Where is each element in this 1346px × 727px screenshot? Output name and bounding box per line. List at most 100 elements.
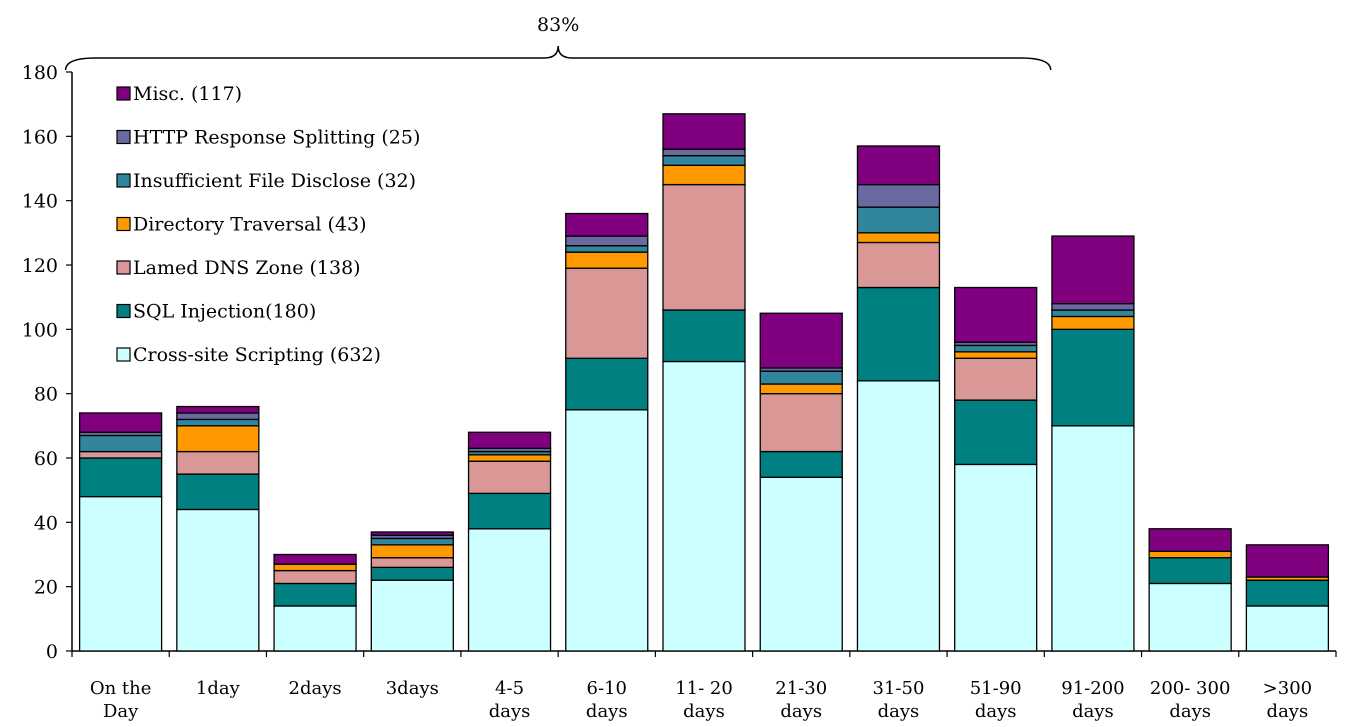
annotation-brace: [64, 45, 1052, 71]
x-tick-label: 4-5 days: [489, 678, 531, 722]
bar-segment: [78, 434, 163, 453]
bar-segment: [370, 557, 454, 569]
bar-segment: [662, 360, 746, 652]
bar-segment: [565, 212, 649, 237]
bar-segment: [467, 454, 552, 462]
bar-segment: [1051, 425, 1135, 652]
bar-segment: [467, 431, 552, 449]
bar-segment: [1148, 557, 1232, 585]
bar-segment: [856, 241, 941, 289]
bar-segment: [565, 409, 649, 652]
x-tick-label: 91-200 days: [1061, 678, 1124, 722]
legend-item: SQL Injection(180): [116, 301, 316, 323]
x-tick-label: 200- 300 days: [1150, 678, 1231, 722]
bar-segment: [370, 531, 454, 536]
bar-segment: [1051, 309, 1135, 318]
bar-segment: [759, 476, 843, 652]
bar-segment: [1245, 579, 1330, 607]
x-tick-label: 3days: [386, 678, 439, 699]
bar-segment: [954, 344, 1038, 353]
bar-segment: [176, 418, 260, 427]
y-tick-label: 120: [22, 255, 58, 277]
bar-segment: [1245, 605, 1330, 652]
annotation-label: 83%: [537, 14, 579, 36]
bar-segment: [176, 405, 260, 414]
x-tick-label: 31-50 days: [873, 678, 925, 722]
legend-label: SQL Injection(180): [133, 301, 316, 323]
legend-label: Lamed DNS Zone (138): [133, 257, 361, 279]
bar-segment: [662, 148, 746, 157]
legend-swatch: [116, 347, 131, 362]
legend-label: HTTP Response Splitting (25): [133, 127, 420, 149]
bar-segment: [856, 145, 941, 186]
bar-segment: [662, 183, 746, 311]
bar-segment: [78, 457, 163, 498]
legend-swatch: [116, 303, 131, 319]
legend-item: HTTP Response Splitting (25): [116, 127, 420, 149]
bar-segment: [954, 351, 1038, 359]
bar-segment: [1148, 582, 1232, 652]
bar-segment: [954, 463, 1038, 652]
bar-segment: [370, 566, 454, 581]
bar-segment: [176, 450, 260, 475]
x-tick-label: 6-10 days: [586, 678, 628, 722]
annotation: 83%: [64, 14, 1052, 71]
bar-segment: [565, 251, 649, 269]
bar-segment: [273, 563, 357, 572]
x-tick-label: 51-90 days: [970, 678, 1022, 722]
bar-segment: [176, 508, 260, 652]
bar-segment: [1051, 328, 1135, 427]
bar-segment: [565, 245, 649, 253]
legend-item: Misc. (117): [116, 83, 242, 105]
bar-segment: [1051, 235, 1135, 305]
bar-segment: [467, 460, 552, 495]
legend-swatch: [116, 260, 131, 275]
bar-segment: [176, 425, 260, 453]
bar-segment: [856, 286, 941, 382]
legend-swatch: [116, 216, 131, 232]
y-tick-label: 140: [22, 191, 58, 213]
bar-segment: [273, 605, 357, 652]
x-tick-label: 21-30 days: [775, 678, 827, 722]
bar-segment: [1051, 315, 1135, 330]
legend-label: Misc. (117): [133, 83, 242, 105]
legend-swatch: [116, 86, 131, 101]
y-tick-label: 160: [22, 126, 58, 148]
y-tick-label: 20: [34, 577, 58, 599]
bar-segment: [856, 380, 941, 652]
bar-segment: [759, 370, 843, 385]
bar-segment: [954, 357, 1038, 401]
bar-segment: [662, 113, 746, 150]
bar-segment: [1148, 528, 1232, 552]
bar-segment: [467, 528, 552, 652]
tick-labels: 0 20 40 60 80 100 120 140 160 180 On the Day 1day 2da…: [22, 62, 1312, 722]
bar-segment: [759, 383, 843, 395]
legend-item: Insufficient File Disclose (32): [116, 170, 416, 192]
bar-segment: [176, 412, 260, 421]
legend-item: Cross-site Scripting (632): [116, 344, 381, 366]
bar-segment: [1245, 544, 1330, 578]
bar-segment: [1051, 302, 1135, 311]
x-tick-label: 2days: [289, 678, 342, 699]
bar-segment: [856, 183, 941, 208]
legend-swatch: [116, 173, 131, 188]
bar-segment: [565, 357, 649, 411]
bar-segment: [565, 235, 649, 247]
x-tick-label: On the Day: [90, 678, 152, 722]
legend-label: Cross-site Scripting (632): [133, 344, 381, 366]
bar-segment: [662, 309, 746, 363]
bar-segment: [370, 544, 454, 559]
bar-segment: [467, 492, 552, 530]
legend: Misc. (117) HTTP Response Splitting (25) I…: [116, 83, 420, 366]
bar-segment: [759, 312, 843, 369]
bar-segment: [273, 582, 357, 607]
y-tick-label: 40: [34, 512, 58, 534]
bar-segment: [273, 569, 357, 585]
legend-item: Directory Traversal (43): [116, 214, 367, 236]
bars: [78, 113, 1330, 652]
bar-segment: [370, 579, 454, 652]
bar-segment: [759, 393, 843, 453]
y-tick-label: 80: [34, 384, 58, 406]
legend-label: Insufficient File Disclose (32): [133, 170, 416, 192]
